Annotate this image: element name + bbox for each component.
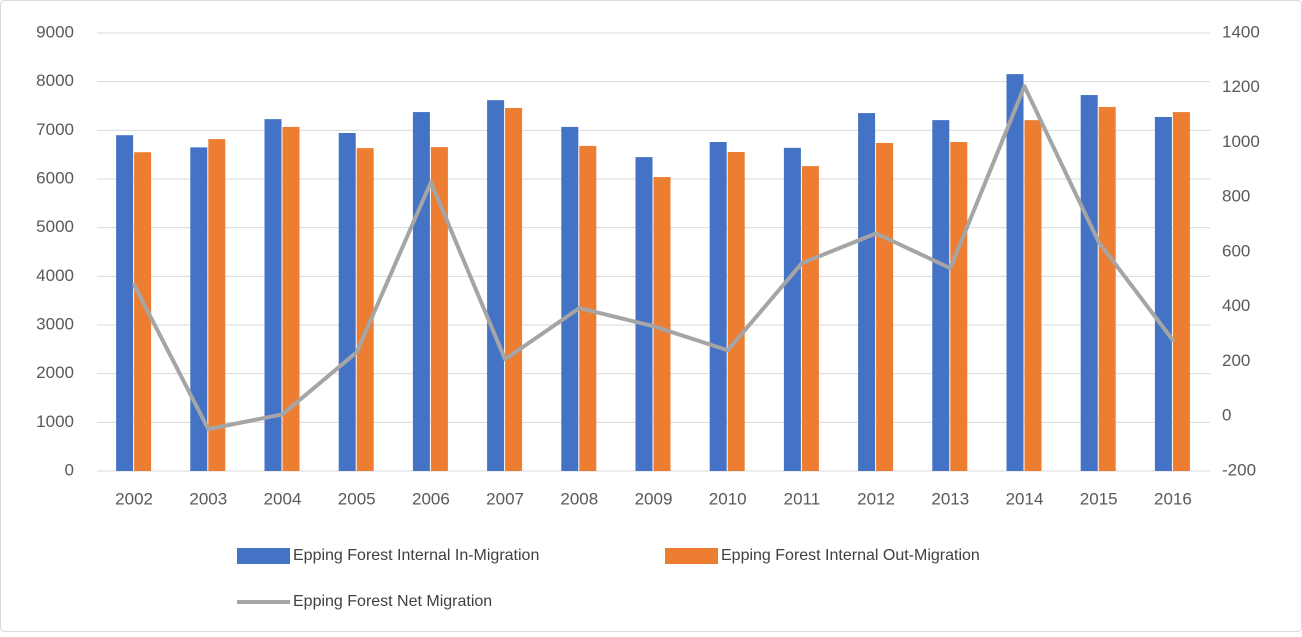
bar bbox=[653, 177, 671, 471]
legend-swatch bbox=[237, 548, 290, 564]
bar bbox=[783, 147, 801, 471]
bar bbox=[505, 107, 523, 472]
y2-tick-label: 0 bbox=[1222, 406, 1231, 425]
y2-tick-label: 1400 bbox=[1222, 22, 1260, 41]
legend-swatch bbox=[665, 548, 718, 564]
bar bbox=[412, 112, 430, 471]
bar bbox=[264, 119, 282, 471]
bar bbox=[727, 151, 745, 472]
y-tick-label: 0 bbox=[65, 460, 74, 479]
x-tick-label: 2003 bbox=[189, 489, 227, 508]
y-tick-label: 3000 bbox=[36, 314, 74, 333]
bar bbox=[208, 139, 226, 472]
legend-label: Epping Forest Internal Out-Migration bbox=[721, 547, 980, 564]
bar bbox=[1154, 116, 1172, 471]
bar bbox=[635, 157, 653, 471]
x-tick-label: 2013 bbox=[931, 489, 969, 508]
y-tick-label: 2000 bbox=[36, 363, 74, 382]
bar bbox=[1006, 74, 1024, 471]
bar bbox=[1080, 95, 1098, 472]
bar bbox=[190, 147, 208, 471]
bar bbox=[932, 120, 950, 471]
x-tick-label: 2010 bbox=[709, 489, 747, 508]
x-tick-label: 2015 bbox=[1080, 489, 1118, 508]
x-tick-label: 2011 bbox=[784, 489, 821, 508]
y2-tick-label: 600 bbox=[1222, 241, 1250, 260]
y-tick-label: 8000 bbox=[36, 71, 74, 90]
y2-tick-label: 200 bbox=[1222, 351, 1250, 370]
y2-tick-label: 800 bbox=[1222, 187, 1250, 206]
bar bbox=[876, 142, 894, 471]
bar bbox=[709, 142, 727, 471]
y2-tick-label: -200 bbox=[1222, 460, 1256, 479]
y-tick-label: 7000 bbox=[36, 120, 74, 139]
legend-label: Epping Forest Internal In-Migration bbox=[293, 547, 539, 564]
x-tick-label: 2007 bbox=[486, 489, 524, 508]
bar bbox=[1172, 112, 1190, 471]
x-tick-label: 2016 bbox=[1154, 489, 1192, 508]
y-tick-label: 9000 bbox=[36, 22, 74, 41]
bar bbox=[561, 126, 579, 471]
bar bbox=[1098, 106, 1116, 472]
y-tick-label: 1000 bbox=[36, 412, 74, 431]
bar bbox=[858, 113, 876, 471]
x-tick-label: 2012 bbox=[857, 489, 895, 508]
bar bbox=[1024, 120, 1042, 471]
x-tick-label: 2002 bbox=[115, 489, 153, 508]
x-tick-label: 2009 bbox=[635, 489, 673, 508]
bar bbox=[430, 147, 448, 471]
bar bbox=[950, 142, 968, 471]
legend-label: Epping Forest Net Migration bbox=[293, 593, 492, 610]
x-tick-label: 2004 bbox=[264, 489, 302, 508]
bar bbox=[116, 135, 134, 471]
y-tick-label: 4000 bbox=[36, 266, 74, 285]
bar bbox=[356, 148, 374, 471]
y-tick-label: 6000 bbox=[36, 168, 74, 187]
x-tick-label: 2014 bbox=[1006, 489, 1044, 508]
line bbox=[132, 84, 1175, 432]
bar bbox=[134, 152, 152, 471]
y2-tick-label: 1200 bbox=[1222, 77, 1260, 96]
bar bbox=[801, 166, 819, 471]
y2-tick-label: 1000 bbox=[1222, 132, 1260, 151]
x-tick-label: 2006 bbox=[412, 489, 450, 508]
bar bbox=[338, 133, 356, 471]
bar bbox=[282, 126, 300, 471]
x-tick-label: 2005 bbox=[338, 489, 376, 508]
y-tick-label: 5000 bbox=[36, 217, 74, 236]
y2-tick-label: 400 bbox=[1222, 296, 1250, 315]
bar bbox=[487, 100, 505, 471]
x-tick-label: 2008 bbox=[560, 489, 598, 508]
